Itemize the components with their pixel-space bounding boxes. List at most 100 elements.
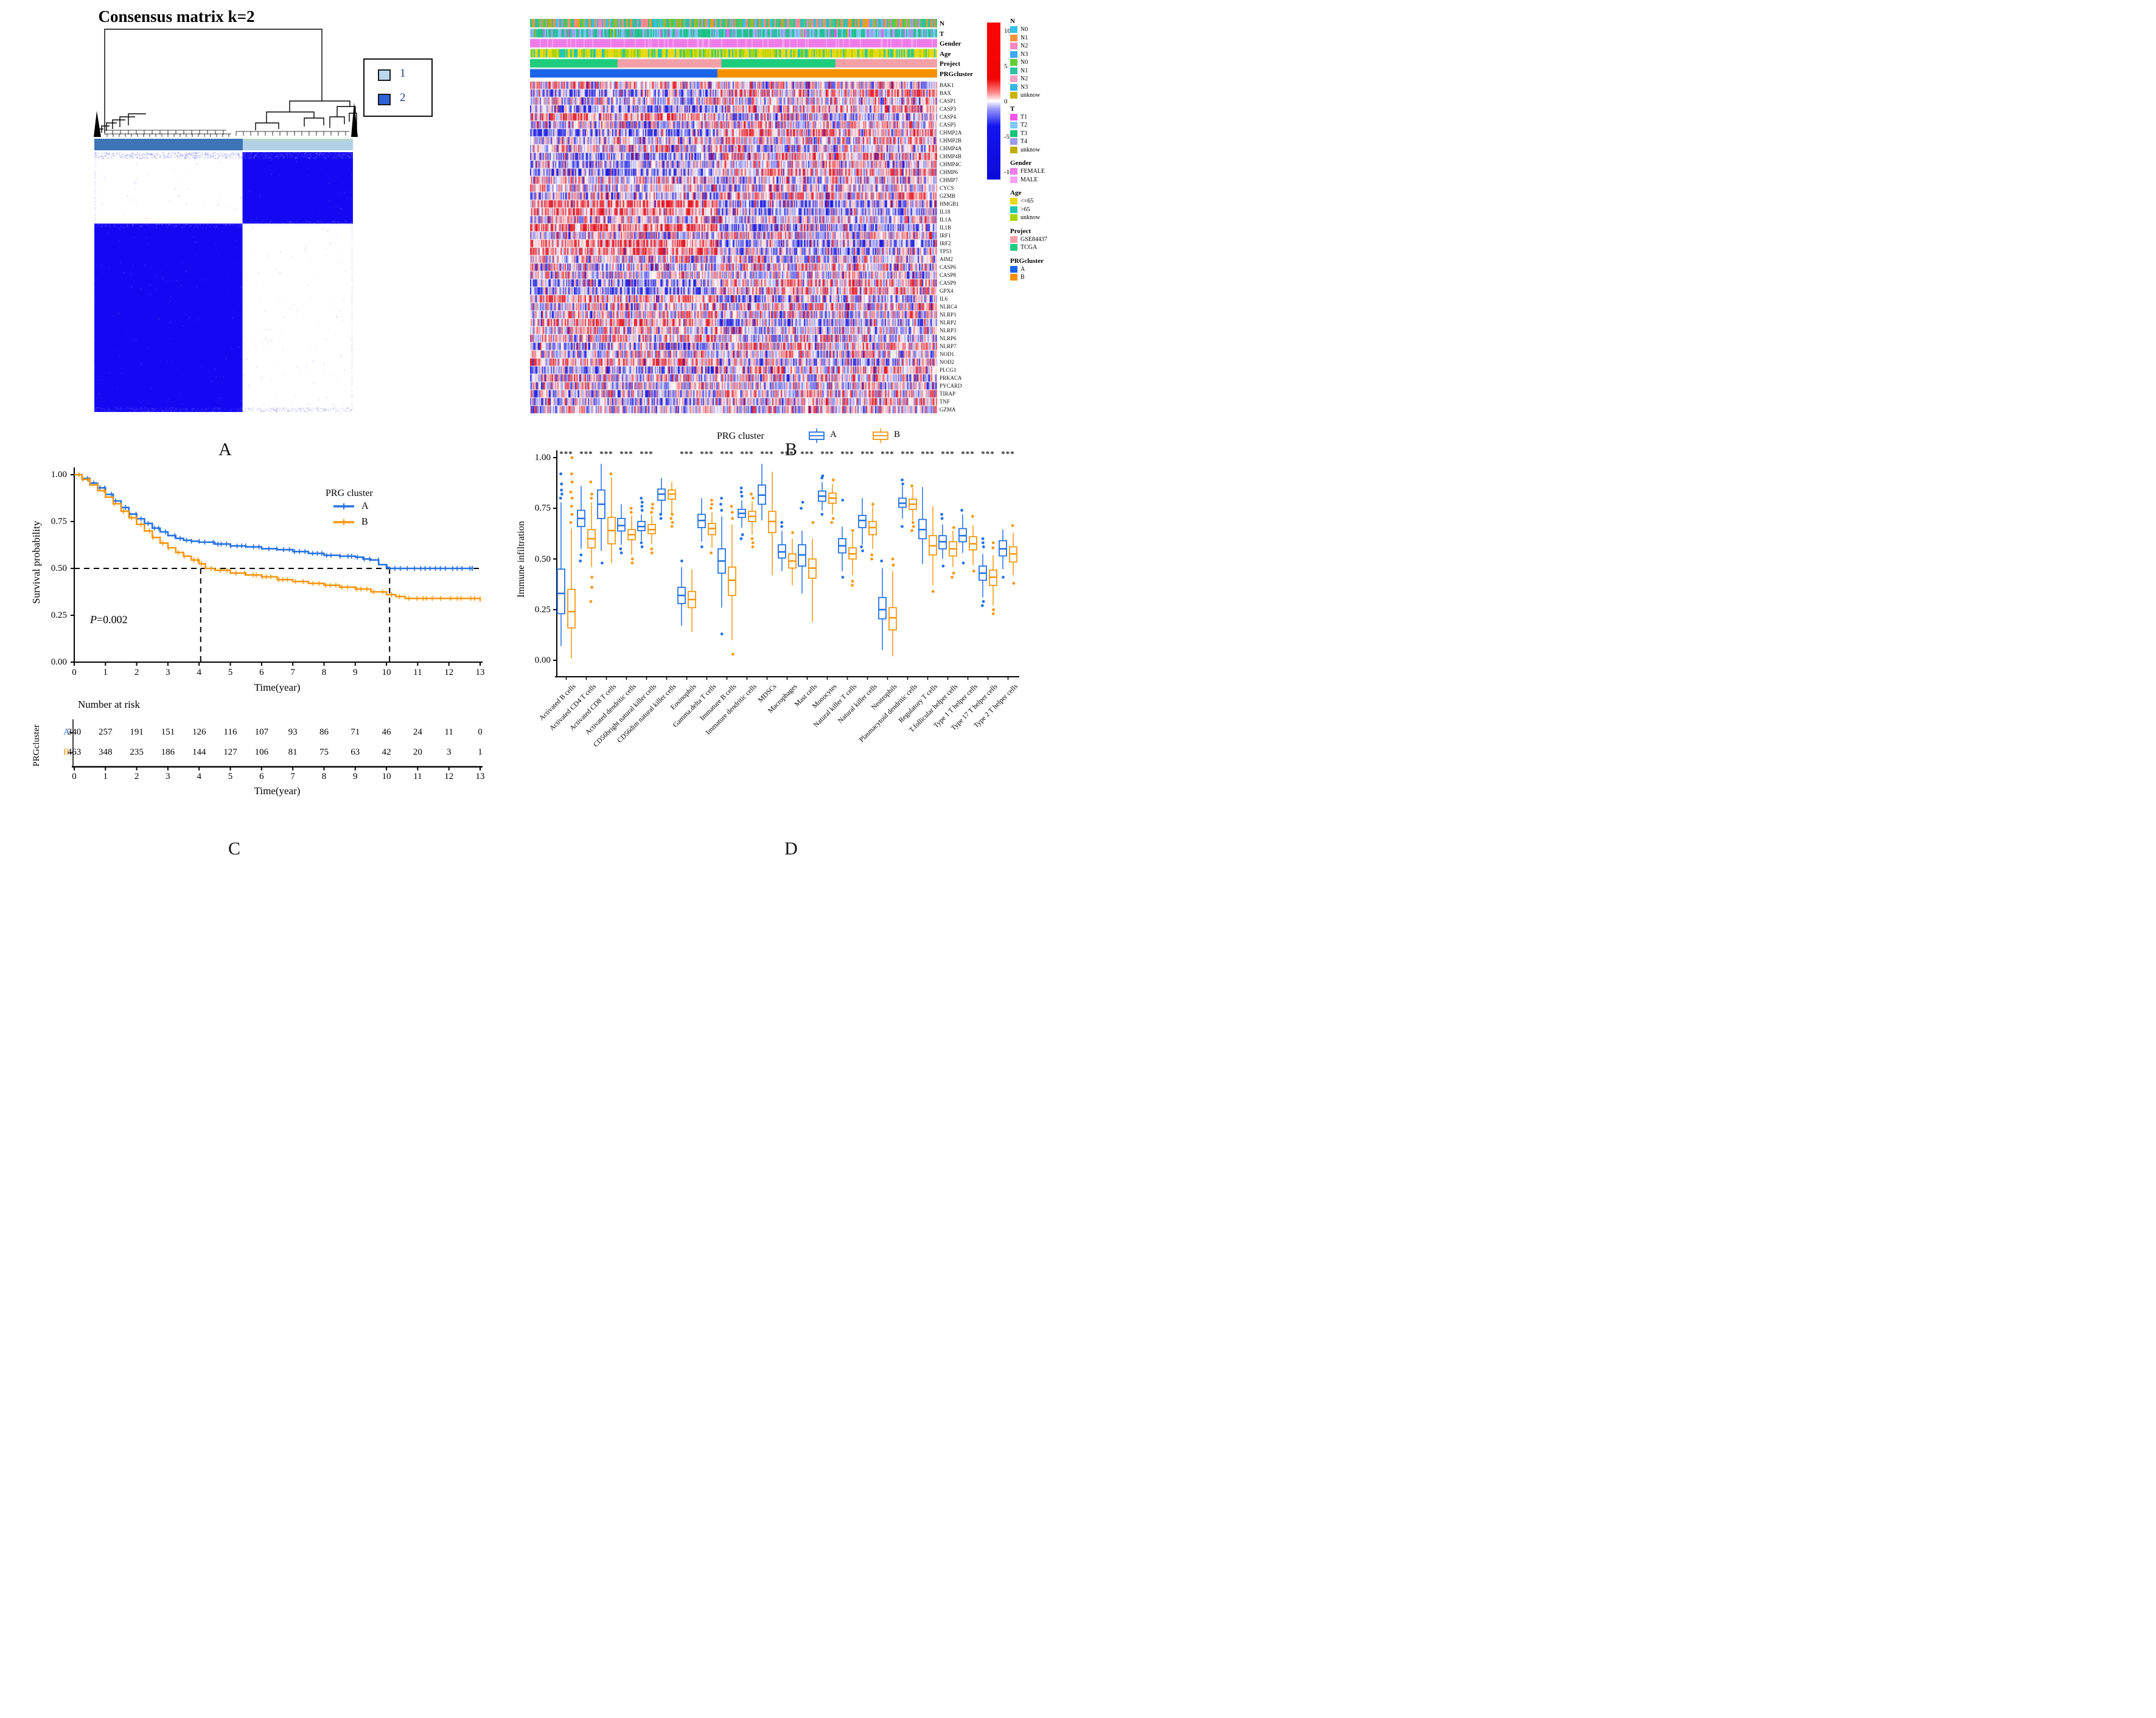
c-risk-B-t12: 3: [446, 747, 452, 757]
legend-item-Gender-FEMALE: FEMALE: [1020, 168, 1045, 175]
legend-swatch-T-T3: [1010, 130, 1017, 137]
gene-label-IL1A: IL1A: [940, 216, 952, 223]
d-legend-B: B: [894, 430, 901, 439]
c-risk-xtick-12: 12: [444, 772, 454, 781]
d-ytick-0.50: 0.50: [534, 554, 551, 564]
c-risk-A-t2: 191: [130, 727, 144, 737]
legend-swatch-N-N3: [1010, 83, 1017, 91]
gene-label-CHMP4A: CHMP4A: [940, 145, 962, 152]
gene-label-GZMA: GZMA: [940, 406, 956, 413]
gene-label-BAX: BAX: [940, 89, 952, 96]
c-risk-ylabel: PRGcluster: [32, 724, 41, 767]
c-xtick-6: 6: [259, 668, 264, 677]
gene-label-AIM2: AIM2: [940, 256, 953, 262]
legend-item-Age-<=65: <=65: [1020, 198, 1034, 204]
d-sig-13: ***: [820, 449, 834, 458]
legend-section-title-Age: Age: [1010, 189, 1022, 197]
legend-swatch-PRGcluster-B: [1010, 274, 1017, 281]
legend-label-1: 1: [400, 67, 406, 80]
c-risk-xtick-4: 4: [197, 772, 201, 781]
c-risk-B-t8: 75: [319, 747, 329, 757]
track-label-N: N: [940, 20, 944, 27]
c-risk-A-t3: 151: [161, 727, 175, 737]
legend-item-N-N3: N3: [1020, 51, 1028, 58]
d-sig-3: ***: [619, 449, 633, 458]
d-ytick-0.00: 0.00: [534, 655, 551, 665]
panel-letter-d: D: [784, 839, 798, 859]
pvalue-value: =0.002: [97, 613, 128, 626]
c-risk-B-t2: 235: [130, 747, 144, 757]
d-sig-1: ***: [579, 449, 593, 458]
consensus-title: Consensus matrix k=2: [98, 7, 255, 26]
legend-swatch-PRGcluster-A: [1010, 265, 1017, 273]
c-risk-xtick-6: 6: [259, 772, 264, 781]
colorbar-tick-0: 0: [1004, 98, 1008, 105]
legend-swatch-Age-<=65: [1010, 198, 1017, 204]
legend-swatch-N-N3: [1010, 51, 1017, 58]
gene-label-CASP1: CASP1: [940, 97, 957, 104]
d-sig-21: ***: [981, 449, 995, 458]
c-risk-xtick-3: 3: [166, 772, 170, 781]
legend-item-N-N2: N2: [1020, 75, 1028, 82]
gene-label-CHMP2B: CHMP2B: [940, 137, 962, 144]
c-xtick-13: 13: [475, 668, 485, 677]
legend-swatch-Project-TCGA: [1010, 244, 1017, 251]
c-pvalue: P=0.002: [90, 613, 128, 626]
legend-swatch-Age-unknow: [1010, 214, 1017, 221]
track-label-Project: Project: [940, 60, 960, 68]
c-risk-B-t3: 186: [161, 747, 175, 757]
legend-swatch-N-N0: [1010, 59, 1017, 66]
legend-swatch-Gender-MALE: [1010, 176, 1017, 183]
dendrogram: [94, 29, 358, 137]
c-risk-xtick-0: 0: [72, 772, 77, 781]
c-risk-xtick-10: 10: [382, 772, 391, 781]
gene-label-BAK1: BAK1: [940, 82, 954, 88]
d-sig-14: ***: [840, 449, 854, 458]
d-sig-10: ***: [760, 449, 774, 458]
c-risk-xtick-11: 11: [413, 772, 422, 781]
d-legend-A: A: [830, 430, 837, 439]
boxplot: [553, 428, 1019, 680]
c-risk-B-t1: 348: [99, 747, 113, 757]
d-sig-7: ***: [700, 449, 714, 458]
c-xtick-10: 10: [382, 668, 391, 677]
heatmap-colorbar: [987, 23, 1000, 180]
d-sig-4: ***: [640, 449, 654, 458]
gene-label-CASP8: CASP8: [940, 271, 957, 278]
expression-heatmap-body: [530, 82, 937, 414]
c-risk-xtick-1: 1: [103, 772, 108, 781]
d-sig-16: ***: [881, 449, 895, 458]
c-risk-A-t6: 107: [254, 727, 269, 737]
gene-label-CHMP4B: CHMP4B: [940, 153, 962, 159]
legend-section-title-N: N: [1010, 18, 1015, 25]
c-risk-B-t11: 20: [413, 747, 422, 757]
d-sig-20: ***: [961, 449, 975, 458]
panel-letter-a: A: [218, 439, 232, 459]
legend-section-title-Project: Project: [1010, 227, 1031, 235]
legend-swatch-2: [378, 94, 391, 105]
cluster-bar-segment-1: [242, 139, 353, 150]
colorbar-tick-10: 10: [1004, 27, 1011, 35]
legend-item-PRGcluster-B: B: [1020, 274, 1025, 281]
d-ytick-0.25: 0.25: [534, 604, 551, 615]
gene-label-CHMP4C: CHMP4C: [940, 161, 962, 167]
gene-label-GPX4: GPX4: [940, 287, 954, 294]
gene-label-NLRC4: NLRC4: [940, 303, 957, 310]
c-risk-A-t0: 340: [67, 727, 82, 737]
legend-swatch-N-N2: [1010, 43, 1017, 49]
gene-label-NOD1: NOD1: [940, 351, 954, 357]
c-risk-A-t5: 116: [223, 727, 237, 737]
gene-label-NLRP7: NLRP7: [940, 343, 957, 349]
legend-item-T-T4: T4: [1020, 138, 1028, 145]
gene-label-CHMP6: CHMP6: [940, 169, 958, 175]
gene-label-NOD2: NOD2: [940, 358, 954, 365]
legend-label-2: 2: [400, 91, 406, 104]
c-xtick-2: 2: [134, 668, 139, 677]
legend-item-Gender-MALE: MALE: [1020, 176, 1038, 183]
c-risk-B-t7: 81: [288, 747, 298, 757]
legend-swatch-N-N2: [1010, 75, 1017, 82]
c-risk-B-t4: 144: [192, 747, 206, 757]
d-sig-17: ***: [901, 449, 915, 458]
gene-label-TIRAP: TIRAP: [940, 390, 956, 397]
gene-label-TNF: TNF: [940, 398, 951, 405]
